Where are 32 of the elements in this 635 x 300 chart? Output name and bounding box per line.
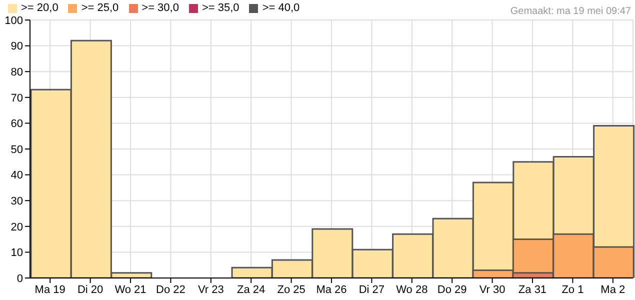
y-tick-label: 50	[10, 144, 23, 156]
y-tick-label: 70	[10, 92, 23, 104]
x-tick-label: Za 24	[237, 284, 266, 296]
legend-label: >= 20,0	[21, 2, 58, 14]
y-tick-label: 100	[4, 14, 23, 27]
legend-label: >= 25,0	[81, 2, 119, 14]
y-tick-label: 0	[16, 272, 23, 285]
x-tick-label: Do 22	[156, 284, 186, 296]
y-tick-label: 40	[10, 170, 23, 182]
y-tick-label: 20	[10, 221, 23, 234]
y-tick-label: 80	[10, 66, 23, 79]
x-tick-label: Vr 30	[479, 284, 506, 296]
x-tick-label: Ma 2	[600, 284, 626, 296]
y-tick-label: 30	[10, 196, 23, 208]
text: Gemaakt: ma 19 mei 09:47	[510, 6, 631, 17]
legend-label: >= 40,0	[262, 2, 300, 14]
y-tick-label: 60	[10, 118, 23, 130]
x-tick-label: Di 27	[358, 284, 385, 296]
x-tick-label: Ma 19	[34, 284, 66, 296]
x-tick-label: Do 29	[437, 284, 467, 296]
x-tick-label: Zo 25	[277, 284, 306, 296]
x-tick-label: Wo 28	[396, 284, 428, 296]
legend-label: >= 35,0	[202, 2, 240, 14]
x-tick-label: Vr 23	[198, 284, 224, 296]
x-tick-label: Za 31	[518, 284, 547, 296]
y-tick-label: 90	[10, 40, 23, 53]
x-tick-label: Di 20	[77, 284, 104, 296]
x-tick-label: Ma 26	[316, 284, 347, 296]
x-tick-label: Wo 21	[114, 284, 146, 296]
x-tick-label: Zo 1	[562, 284, 584, 296]
y-tick-label: 10	[10, 247, 23, 260]
legend-label: >= 30,0	[142, 2, 179, 14]
